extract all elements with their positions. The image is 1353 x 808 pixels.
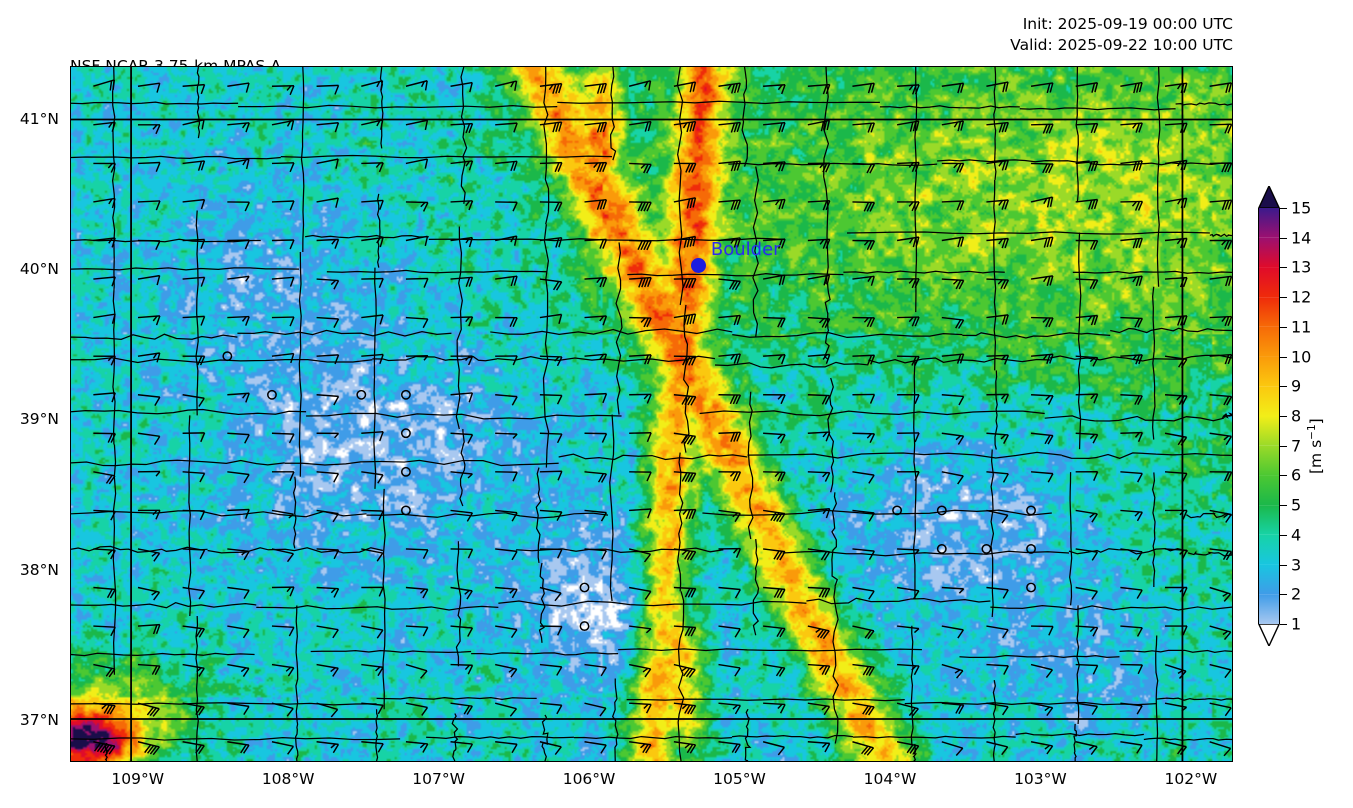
colorbar-gradient-body	[1258, 208, 1280, 624]
lon-tick-107: 107°W	[412, 770, 465, 788]
lat-tick-41: 41°N	[19, 109, 59, 128]
colorbar-ticklabel-12: 12	[1291, 287, 1312, 307]
state-border	[71, 67, 1232, 761]
wind-barbs	[93, 79, 1232, 757]
colorbar-tickmark-9	[1280, 386, 1287, 388]
map-plot-area[interactable]	[70, 66, 1233, 762]
colorbar-title-pre: [m s	[1307, 439, 1326, 474]
lon-tick-102: 102°W	[1164, 770, 1218, 788]
colorbar-ticklabel-13: 13	[1291, 257, 1312, 277]
colorbar-ticklabel-4: 4	[1291, 525, 1302, 545]
colorbar-tickmark-8	[1280, 416, 1287, 417]
colorbar-title-post: ]	[1307, 418, 1326, 425]
colorbar-ticklabel-8: 8	[1291, 406, 1302, 426]
colorbar-ticklabel-6: 6	[1291, 465, 1302, 485]
header-right: Init: 2025-09-19 00:00 UTC Valid: 2025-0…	[1010, 14, 1233, 56]
colorbar-tickmark-5	[1280, 505, 1287, 507]
colorbar-tickmark-1	[1280, 624, 1287, 625]
colorbar-over-arrow	[1258, 186, 1280, 208]
valid-time-label: Valid: 2025-09-22 10:00 UTC	[1010, 36, 1233, 54]
political-boundaries	[71, 67, 1232, 761]
colorbar-ticklabel-5: 5	[1291, 495, 1302, 515]
colorbar-title-exponent: −1	[1306, 424, 1318, 440]
colorbar-ticklabel-11: 11	[1291, 317, 1312, 337]
lat-tick-39: 39°N	[19, 410, 59, 429]
colorbar-tickmark-6	[1280, 475, 1287, 477]
city-label-boulder: Boulder	[710, 238, 781, 260]
colorbar-tickmark-10	[1280, 356, 1287, 358]
lon-tick-104: 104°W	[863, 770, 917, 788]
lon-tick-109: 109°W	[111, 770, 165, 788]
colorbar-ticklabel-10: 10	[1291, 347, 1312, 367]
colorbar-title: [m s−1]	[1306, 418, 1325, 474]
init-time-label: Init: 2025-09-19 00:00 UTC	[1022, 15, 1233, 33]
colorbar-tickmark-4	[1280, 534, 1287, 536]
colorbar-gradient	[1259, 208, 1279, 624]
lon-tick-108: 108°W	[261, 770, 315, 788]
colorbar-under-arrow	[1258, 624, 1280, 646]
colorbar-ticklabel-7: 7	[1291, 436, 1302, 456]
colorbar-ticklabel-14: 14	[1291, 228, 1312, 248]
colorbar-tickmark-14	[1280, 237, 1287, 239]
lon-tick-103: 103°W	[1014, 770, 1067, 788]
colorbar-ticklabel-3: 3	[1291, 555, 1302, 575]
lon-tick-106: 106°W	[562, 770, 616, 788]
colorbar-ticklabel-2: 2	[1291, 584, 1302, 604]
lat-tick-40: 40°N	[19, 259, 59, 278]
colorbar-ticklabel-9: 9	[1291, 376, 1302, 396]
colorbar-tickmark-12	[1280, 297, 1287, 299]
lat-tick-37: 37°N	[19, 710, 59, 729]
lat-tick-38: 38°N	[19, 560, 59, 579]
colorbar-tickmark-3	[1280, 564, 1287, 566]
lon-tick-105: 105°W	[713, 770, 766, 788]
wind-speed-field	[71, 67, 1232, 761]
colorbar-ticklabel-1: 1	[1291, 614, 1302, 634]
colorbar-tickmark-13	[1280, 267, 1287, 269]
colorbar-tickmark-15	[1280, 208, 1287, 209]
colorbar-ticklabel-15: 15	[1291, 198, 1312, 218]
colorbar-tickmark-7	[1280, 445, 1287, 447]
colorbar[interactable]	[1258, 186, 1280, 646]
colorbar-tickmark-11	[1280, 326, 1287, 328]
colorbar-tickmark-2	[1280, 594, 1287, 596]
city-marker-boulder[interactable]	[691, 258, 707, 274]
